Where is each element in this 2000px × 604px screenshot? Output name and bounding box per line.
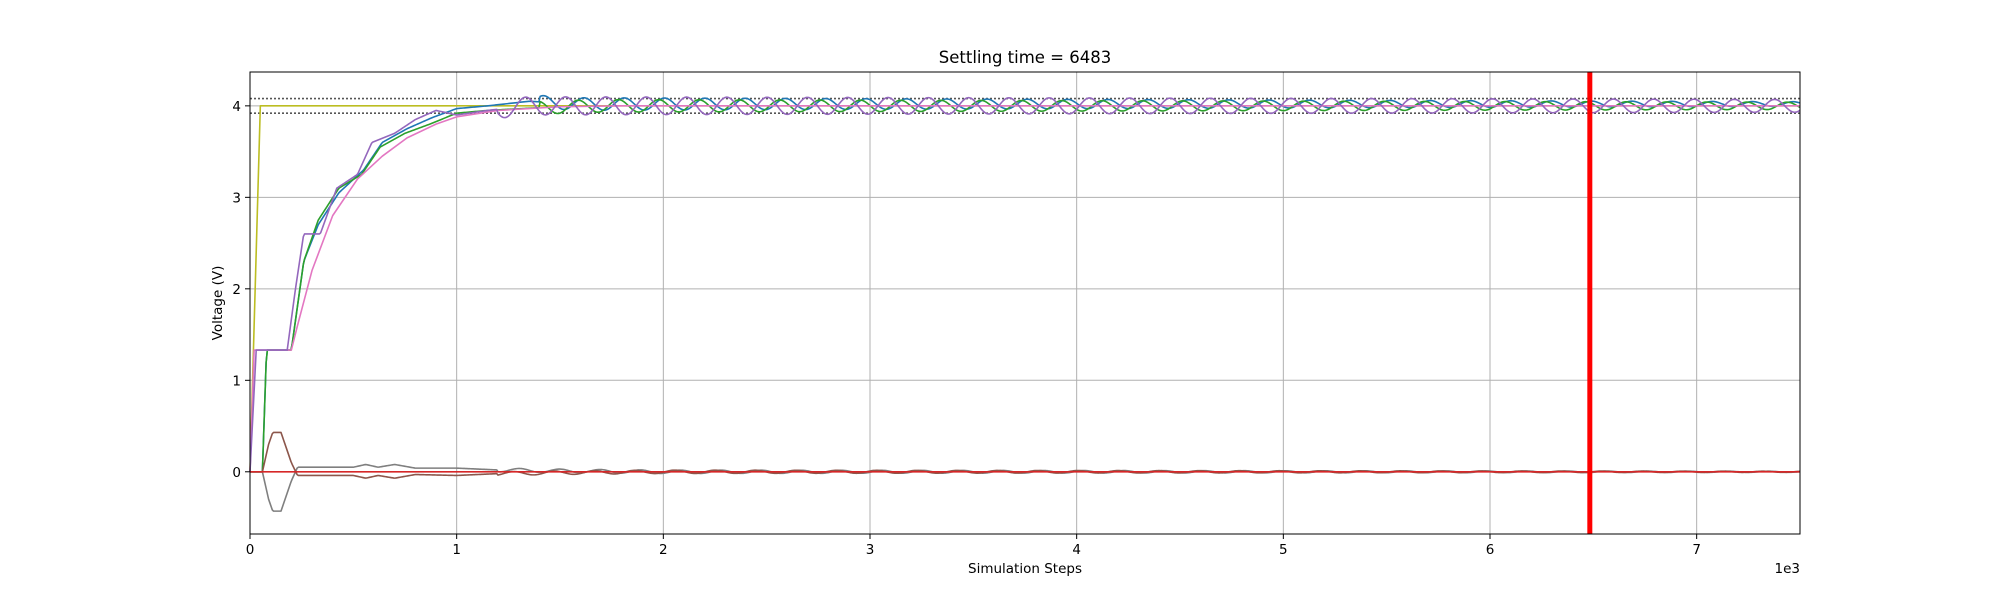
x-tick-label: 0 xyxy=(246,542,255,558)
y-tick-label: 1 xyxy=(232,373,241,389)
plot-frame xyxy=(249,71,1801,535)
y-axis-label: Voltage (V) xyxy=(210,266,226,341)
x-tick-label: 6 xyxy=(1486,542,1495,558)
plot-area xyxy=(250,72,1800,534)
y-tick-label: 0 xyxy=(232,465,241,481)
x-tick-label: 5 xyxy=(1279,542,1288,558)
x-tick-label: 1 xyxy=(452,542,461,558)
x-tick-label: 3 xyxy=(866,542,875,558)
x-axis-offset-label: 1e3 xyxy=(1775,561,1800,577)
series-line xyxy=(249,105,1800,472)
y-tick-label: 3 xyxy=(232,190,241,206)
y-tick-label: 2 xyxy=(232,282,241,298)
x-axis-label: Simulation Steps xyxy=(968,561,1082,577)
data-series xyxy=(249,94,1801,512)
x-tick-label: 7 xyxy=(1692,542,1701,558)
chart-title: Settling time = 6483 xyxy=(939,48,1112,67)
axis-ticks: 0 1 2 3 4 5 6 7 0 1 2 3 4 xyxy=(232,99,1701,558)
x-tick-label: 2 xyxy=(659,542,668,558)
y-tick-label: 4 xyxy=(232,99,241,115)
x-tick-label: 4 xyxy=(1072,542,1081,558)
series-line xyxy=(249,96,1801,472)
